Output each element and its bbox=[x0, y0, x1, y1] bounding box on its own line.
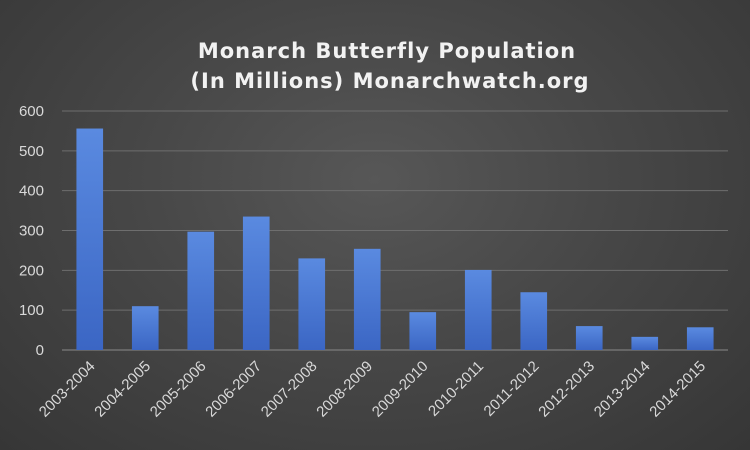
bar-2010-2011 bbox=[464, 269, 492, 350]
x-tick-label: 2003-2004 bbox=[36, 358, 99, 421]
bar-2006-2007 bbox=[242, 216, 270, 350]
bar-2005-2006 bbox=[187, 231, 215, 350]
bar-2014-2015 bbox=[686, 327, 714, 350]
y-tick-label: 500 bbox=[19, 143, 44, 160]
chart-title: Monarch Butterfly Population bbox=[198, 39, 576, 63]
x-tick-label: 2005-2006 bbox=[147, 358, 210, 421]
bar-2003-2004 bbox=[76, 128, 104, 350]
gridlines bbox=[62, 110, 728, 351]
bar-2012-2013 bbox=[575, 326, 603, 350]
x-tick-label: 2012-2013 bbox=[535, 358, 598, 421]
x-tick-label: 2009-2010 bbox=[369, 358, 432, 421]
x-tick-label: 2011-2012 bbox=[481, 358, 543, 420]
bar-2008-2009 bbox=[353, 248, 381, 350]
chart-subtitle: (In Millions) Monarchwatch.org bbox=[190, 69, 589, 93]
x-tick-label: 2006-2007 bbox=[202, 358, 265, 421]
y-tick-label: 300 bbox=[19, 223, 44, 240]
x-tick-label: 2004-2005 bbox=[91, 358, 154, 421]
y-tick-label: 100 bbox=[19, 302, 44, 319]
x-axis: 2003-20042004-20052005-20062006-20072007… bbox=[36, 358, 709, 421]
bar-2013-2014 bbox=[631, 336, 659, 350]
y-tick-label: 600 bbox=[19, 103, 44, 120]
y-tick-label: 400 bbox=[19, 183, 44, 200]
x-tick-label: 2013-2014 bbox=[591, 358, 654, 421]
bar-2009-2010 bbox=[409, 312, 437, 350]
x-tick-label: 2014-2015 bbox=[646, 358, 709, 421]
bar-2004-2005 bbox=[131, 306, 159, 350]
bar-2011-2012 bbox=[520, 292, 548, 350]
y-axis: 0 100 200 300 400 500 600 bbox=[19, 103, 44, 359]
bar-2007-2008 bbox=[298, 258, 326, 350]
x-tick-label: 2010-2011 bbox=[425, 358, 487, 420]
y-tick-label: 200 bbox=[19, 262, 44, 279]
x-tick-label: 2007-2008 bbox=[258, 358, 321, 421]
bars bbox=[76, 128, 714, 350]
x-tick-label: 2008-2009 bbox=[313, 358, 376, 421]
y-tick-label: 0 bbox=[36, 342, 44, 359]
